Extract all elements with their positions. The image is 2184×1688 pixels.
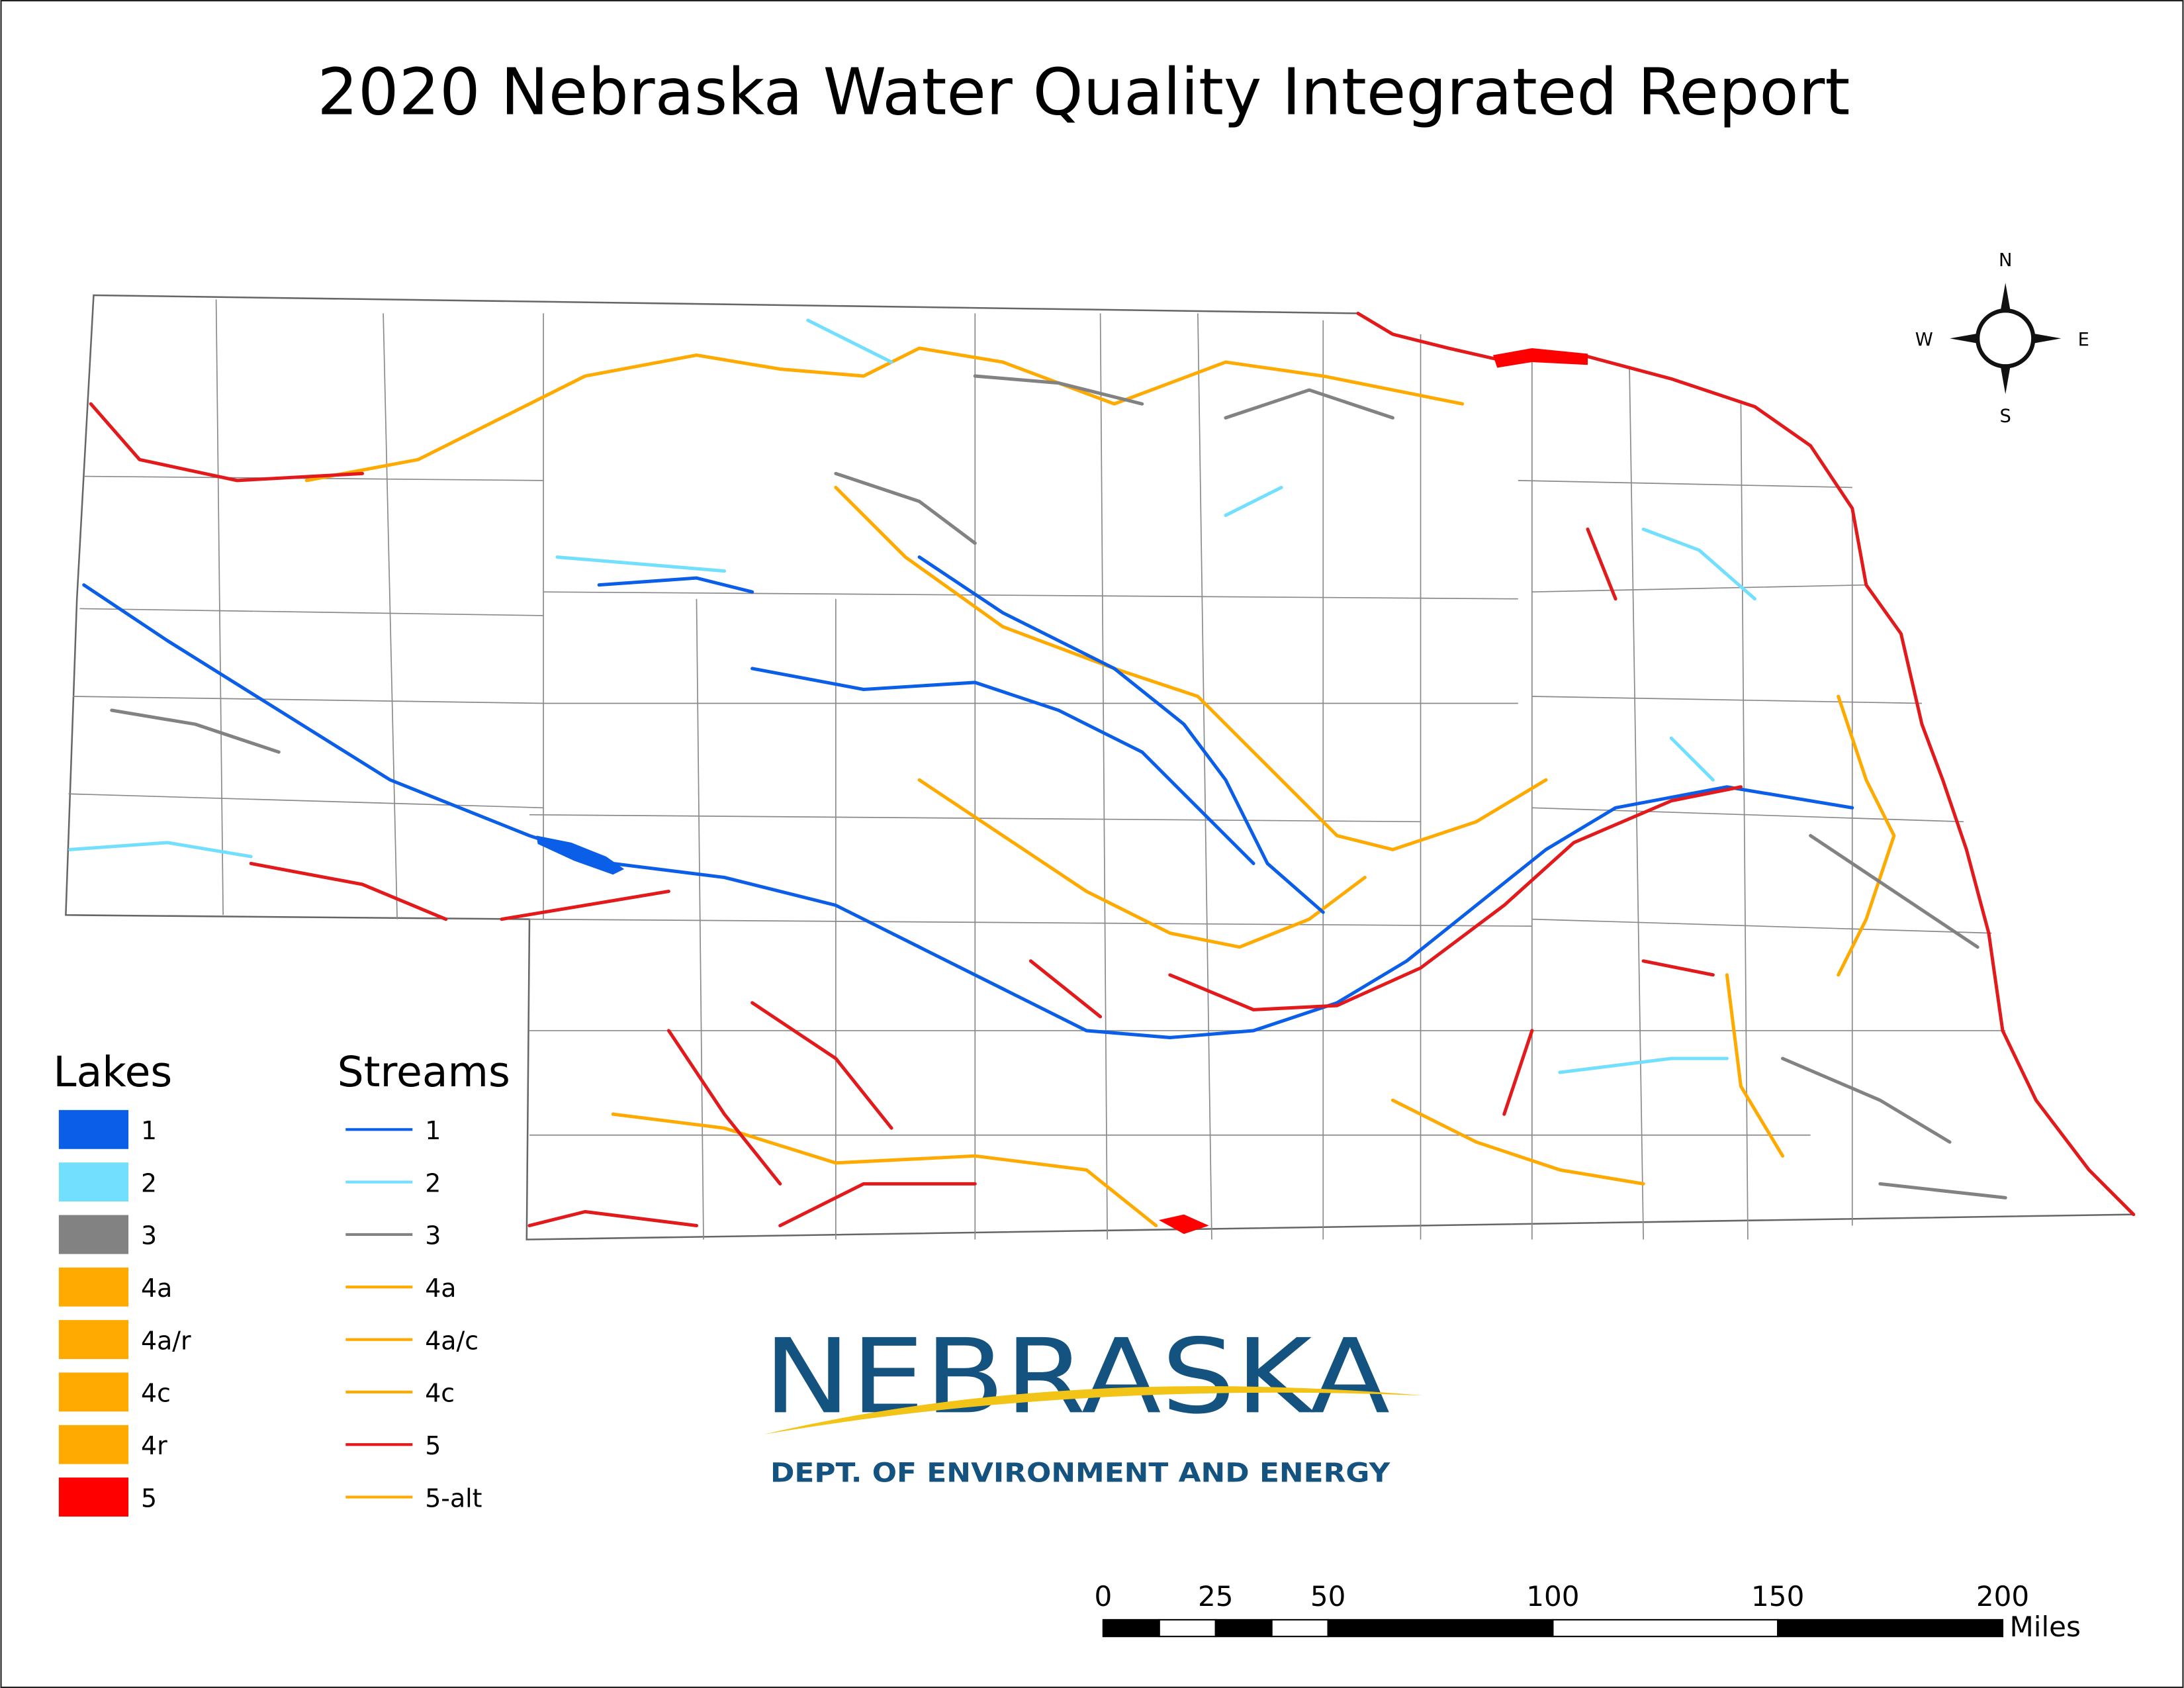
river bbox=[597, 555, 1325, 914]
legend-swatch bbox=[58, 1372, 129, 1412]
scale-bar: Miles 0 25 50 100 150 200 bbox=[1094, 1580, 2081, 1643]
rivers bbox=[68, 311, 2136, 1235]
compass-south: S bbox=[2000, 406, 2011, 427]
river bbox=[611, 1112, 1158, 1228]
river bbox=[68, 318, 1757, 1074]
scale-label: 150 bbox=[1751, 1580, 1804, 1613]
river bbox=[1390, 1098, 1645, 1186]
river bbox=[110, 374, 2007, 1199]
legend-label: 4a/r bbox=[141, 1326, 191, 1355]
scale-segment bbox=[1102, 1618, 1160, 1638]
legend-swatch bbox=[58, 1109, 129, 1149]
legend-title: Streams bbox=[338, 1047, 510, 1096]
legend: Lakes Streams 1 2 3 4a 4a/r 4c 4r 5 1 2 3 4a 4a/c 4c 5… bbox=[53, 1047, 510, 1517]
compass: N S E W bbox=[1915, 250, 2089, 427]
legend-swatch bbox=[58, 1425, 129, 1464]
legend-label: 5 bbox=[425, 1431, 441, 1460]
logo-swoosh bbox=[763, 1386, 1424, 1435]
legend-swatch bbox=[58, 1162, 129, 1202]
legend-label: 5 bbox=[141, 1483, 157, 1513]
river bbox=[1168, 785, 1743, 1011]
lake bbox=[1158, 1214, 1209, 1235]
scale-label: 100 bbox=[1526, 1580, 1579, 1613]
compass-north: N bbox=[1999, 250, 2012, 271]
scale-segment bbox=[1158, 1618, 1216, 1638]
river bbox=[917, 778, 1367, 949]
legend-label: 3 bbox=[425, 1221, 441, 1250]
scale-segment bbox=[1214, 1618, 1273, 1638]
legend-swatch bbox=[58, 1215, 129, 1254]
river bbox=[82, 583, 1854, 1039]
scale-label: 200 bbox=[1976, 1580, 2029, 1613]
lake bbox=[1492, 348, 1588, 368]
lake bbox=[536, 835, 625, 875]
legend-label: 2 bbox=[141, 1168, 157, 1197]
map-title: 2020 Nebraska Water Quality Integrated R… bbox=[317, 55, 1850, 130]
legend-label: 5-alt bbox=[425, 1483, 482, 1513]
legend-label: 4r bbox=[141, 1431, 167, 1460]
compass-west: W bbox=[1915, 330, 1933, 350]
legend-label: 4c bbox=[141, 1379, 171, 1408]
compass-east: E bbox=[2078, 330, 2089, 350]
compass-ring bbox=[1975, 308, 2036, 369]
scale-segment bbox=[1777, 1618, 2004, 1638]
legend-swatch bbox=[58, 1267, 129, 1307]
scale-segment bbox=[1271, 1618, 1329, 1638]
river bbox=[304, 346, 1465, 483]
scale-label: 50 bbox=[1310, 1580, 1346, 1613]
state-map bbox=[65, 294, 2136, 1241]
logo: NEBRASKA DEPT. OF ENVIRONMENT AND ENERGY bbox=[763, 1316, 1424, 1489]
legend-label: 2 bbox=[425, 1168, 441, 1197]
river bbox=[751, 667, 1255, 865]
scale-label: 0 bbox=[1094, 1580, 1112, 1613]
legend-label: 1 bbox=[425, 1116, 441, 1145]
legend-swatch bbox=[58, 1477, 129, 1517]
legend-title: Lakes bbox=[53, 1047, 172, 1096]
scale-segment bbox=[1552, 1618, 1779, 1638]
legend-label: 4a/c bbox=[425, 1326, 478, 1355]
logo-subtitle: DEPT. OF ENVIRONMENT AND ENERGY bbox=[770, 1458, 1390, 1489]
scale-label: 25 bbox=[1198, 1580, 1234, 1613]
legend-label: 1 bbox=[141, 1116, 157, 1145]
legend-label: 3 bbox=[141, 1221, 157, 1250]
legend-label: 4c bbox=[425, 1379, 455, 1408]
legend-label: 4a bbox=[425, 1274, 456, 1303]
legend-swatch bbox=[58, 1320, 129, 1360]
river bbox=[89, 402, 1715, 1228]
scale-segment bbox=[1327, 1618, 1554, 1638]
legend-label: 4a bbox=[141, 1274, 172, 1303]
river bbox=[1725, 694, 1896, 1158]
scale-unit: Miles bbox=[2010, 1611, 2081, 1643]
river bbox=[834, 485, 1548, 851]
